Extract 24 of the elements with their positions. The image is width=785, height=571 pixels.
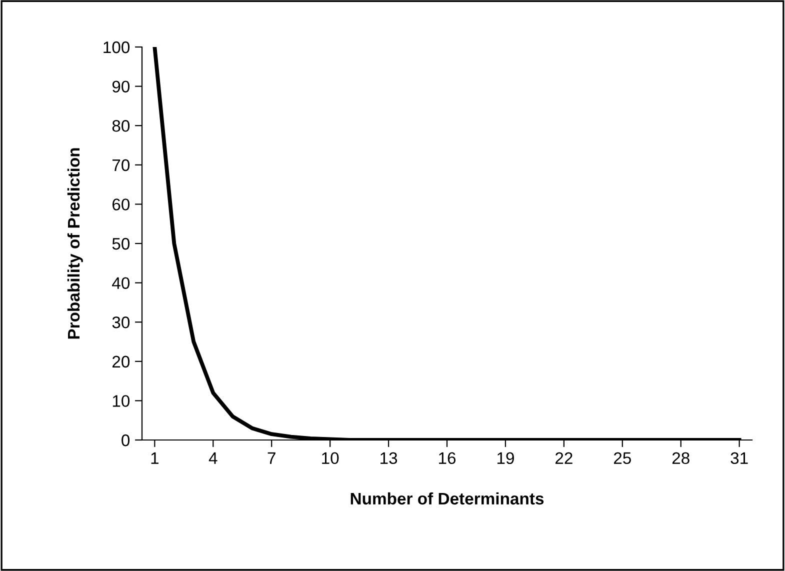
- y-tick-label: 40: [112, 277, 130, 290]
- y-axis-title: Probability of Prediction: [67, 148, 83, 339]
- x-tick-label: 10: [322, 452, 339, 464]
- x-tick-label: 4: [208, 452, 218, 464]
- x-tick-label: 31: [730, 452, 748, 464]
- x-tick-label: 16: [439, 452, 456, 464]
- x-tick-label: 7: [268, 452, 276, 464]
- y-tick-label: 10: [112, 395, 130, 407]
- y-tick-label: 80: [112, 120, 130, 132]
- x-tick-label: 1: [151, 452, 158, 464]
- x-tick-label: 28: [672, 452, 690, 464]
- y-tick-label: 60: [112, 198, 130, 210]
- y-tick-label: 0: [122, 434, 130, 446]
- x-tick-label: 22: [556, 452, 572, 464]
- y-tick-label: 20: [112, 356, 130, 368]
- x-tick-label: 13: [380, 452, 398, 464]
- x-tick-label: 25: [614, 452, 631, 464]
- x-axis-title: Number of Determinants: [350, 492, 544, 505]
- y-tick-label: 70: [112, 159, 130, 172]
- y-tick-label: 30: [112, 316, 130, 328]
- x-tick-label: 19: [497, 452, 514, 464]
- y-tick-label: 50: [112, 238, 130, 250]
- y-tick-label: 90: [112, 80, 130, 93]
- y-tick-label: 100: [104, 41, 130, 54]
